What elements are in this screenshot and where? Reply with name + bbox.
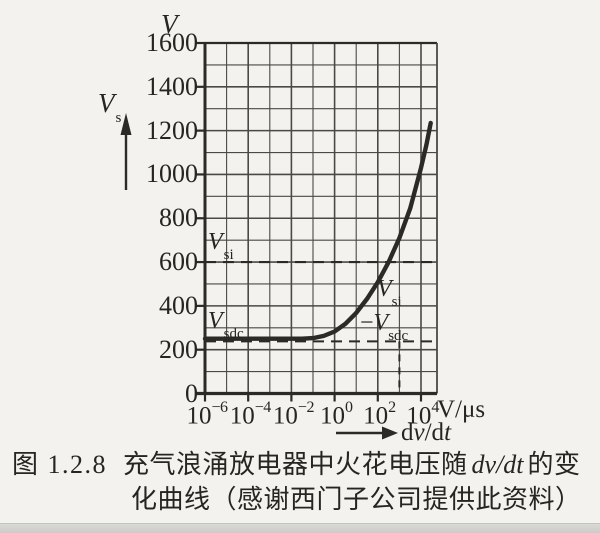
- y-tick-label: 1400: [146, 71, 198, 101]
- x-symbol-v: v: [413, 419, 425, 446]
- y-axis-unit-label: V: [161, 9, 178, 39]
- y-tick-label: 1200: [146, 115, 198, 145]
- caption-dvdt-math: dv/dt: [471, 450, 524, 479]
- y-tick-label: 800: [159, 203, 198, 233]
- x-tick-exponent: −6: [211, 399, 229, 416]
- annotation-vsi-base: V: [377, 276, 392, 302]
- x-tick-exponent: 2: [388, 399, 396, 416]
- y-tick-label: 1600: [146, 28, 198, 57]
- x-tick-base: 10: [186, 402, 212, 430]
- caption-figure-number: 图 1.2.8: [12, 450, 108, 479]
- annotation-line-2: −Vsdc: [360, 309, 409, 345]
- caption-line-2: 化曲线（感谢西门子公司提供此资料）: [131, 485, 582, 514]
- x-axis-symbol: dv/dt: [401, 420, 451, 445]
- annotation-vsi-sub: si: [391, 293, 402, 310]
- x-tick-exponent: −2: [297, 399, 315, 416]
- x-tick-exponent: −4: [254, 399, 272, 416]
- vsi-minus-vsdc-annotation: Vsi −Vsdc: [360, 277, 408, 345]
- x-symbol-t: t: [444, 419, 452, 446]
- caption-text-2: 的变: [527, 450, 581, 479]
- x-tick-exponent: 0: [344, 399, 353, 416]
- y-tick-label: 200: [159, 334, 198, 364]
- caption-line-1: 图 1.2.8 充气浪涌放电器中火花电压随 dv/dt 的变: [12, 447, 581, 482]
- x-tick-label: 102: [363, 397, 396, 429]
- x-tick-base: 10: [229, 402, 255, 430]
- x-tick-label: 10−2: [272, 397, 315, 430]
- x-tick-label: 104: [406, 397, 439, 429]
- annotation-minus-sign: −: [360, 309, 374, 336]
- y-axis-symbol: Vs: [98, 88, 121, 126]
- x-tick-base: 10: [319, 402, 345, 430]
- vsdc-label-base: V: [208, 308, 223, 334]
- spark-voltage-curve: [202, 120, 433, 341]
- caption-text-1: 充气浪涌放电器中火花电压随: [123, 450, 468, 479]
- x-tick-label: 10−6: [186, 397, 229, 430]
- x-tick-exponent: 4: [431, 399, 439, 416]
- x-axis-arrow-head: [382, 426, 398, 440]
- annotation-vsdc-base: V: [373, 309, 389, 336]
- y-tick-label: 1000: [146, 159, 198, 189]
- y-axis-symbol-base: V: [98, 88, 115, 118]
- annotation-vsdc-sub: sdc: [388, 327, 409, 344]
- x-symbol-d2: /d: [424, 419, 445, 446]
- y-tick-label: 600: [159, 247, 198, 277]
- vsi-label-sub: si: [223, 246, 234, 263]
- x-tick-base: 10: [363, 402, 389, 430]
- annotation-line-1: Vsi: [377, 277, 408, 311]
- y-tick-label: 400: [159, 290, 198, 320]
- vsi-label: Vsi: [208, 229, 234, 262]
- x-tick-base: 10: [406, 402, 432, 430]
- y-axis-symbol-sub: s: [115, 110, 122, 127]
- x-tick-base: 10: [272, 402, 298, 430]
- vsi-label-base: V: [208, 229, 223, 255]
- y-tick-label: 0: [185, 378, 198, 408]
- x-axis-unit-label: V/μs: [437, 396, 486, 423]
- scan-edge-shadow: [0, 523, 600, 533]
- x-tick-label: 100: [320, 397, 353, 429]
- x-symbol-d1: d: [401, 419, 414, 446]
- vsdc-label-sub: sdc: [223, 325, 244, 342]
- x-tick-label: 10−4: [229, 397, 272, 430]
- y-axis-arrow-head: [120, 113, 132, 135]
- vsdc-label: Vsdc: [208, 308, 244, 341]
